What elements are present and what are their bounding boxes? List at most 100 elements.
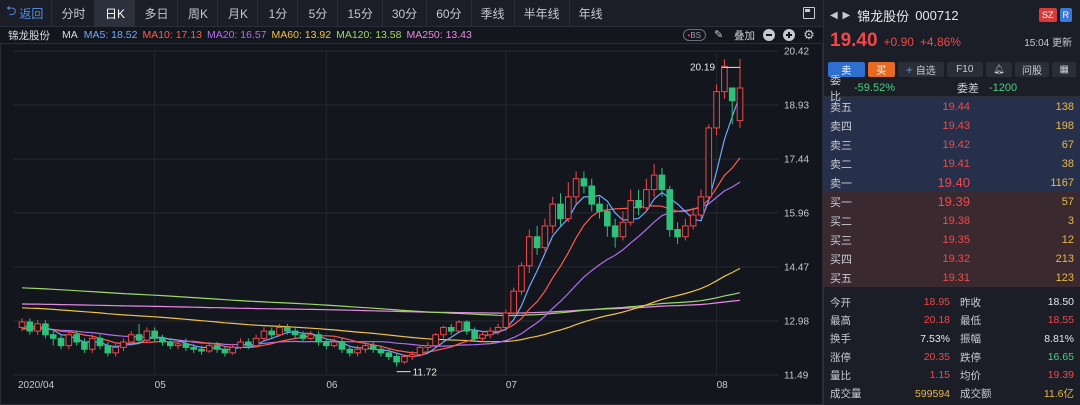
stat-value: 18.55 xyxy=(1047,314,1074,327)
window-toggle-icon[interactable] xyxy=(803,7,815,19)
candle xyxy=(471,327,478,342)
candle xyxy=(221,345,229,357)
stat-value: 8.81% xyxy=(1044,332,1074,345)
y-tick-label: 14.47 xyxy=(784,262,809,273)
ma-label: MA xyxy=(62,29,78,41)
candle xyxy=(338,338,346,353)
ask-row[interactable]: 卖四 19.43 198 xyxy=(824,116,1080,135)
bid-row[interactable]: 买五 19.31 123 xyxy=(824,268,1080,287)
kline-chart[interactable]: 20.42 18.93 17.44 15.96 14.47 12.98 11.49 2020/… xyxy=(0,43,823,405)
price-change: +0.90 xyxy=(883,35,914,49)
panel-stock-code: 000712 xyxy=(915,7,959,23)
candle xyxy=(416,345,424,357)
level-price: 19.44 xyxy=(942,100,970,113)
prev-next-stock-icon[interactable]: ◀ ▶ xyxy=(830,9,852,21)
ma-value: MA120: 13.58 xyxy=(336,29,402,41)
candle xyxy=(299,331,307,342)
candle xyxy=(518,262,525,295)
bid-row[interactable]: 买四 19.32 213 xyxy=(824,249,1080,268)
level-volume: 12 xyxy=(1061,233,1074,246)
ma-value: MA20: 16.57 xyxy=(207,29,267,41)
bell-icon[interactable]: 🔔︎ xyxy=(986,62,1012,77)
tab-period[interactable]: 日K xyxy=(94,0,135,27)
candle xyxy=(572,171,580,205)
tab-period[interactable]: 分时 xyxy=(51,0,94,27)
stat-label: 换手 xyxy=(830,333,851,346)
stats-row: 涨停 20.35 跌停 16.65 xyxy=(824,348,1080,366)
ask-row[interactable]: 卖二 19.41 38 xyxy=(824,154,1080,173)
period-tabs: 分时 日K 多日 周K 月K 1分 5分 15分 30分 60分 季线 半年线 年线 xyxy=(51,0,611,27)
tab-period[interactable]: 月K xyxy=(217,0,257,27)
ask-row[interactable]: 卖一 19.40 1167 xyxy=(824,173,1080,192)
zoom-in-icon[interactable] xyxy=(783,29,795,41)
sell-button[interactable]: 卖 xyxy=(828,62,865,77)
stats-row: 换手 7.53% 振幅 8.81% xyxy=(824,330,1080,348)
ma250-line xyxy=(21,299,741,314)
candle xyxy=(385,349,393,361)
back-button[interactable]: ⮌ 返回 xyxy=(0,0,51,27)
level-label: 卖四 xyxy=(830,120,852,133)
tab-period[interactable]: 季线 xyxy=(470,0,514,27)
candle xyxy=(455,320,463,333)
quote-panel: ◀ ▶ 锦龙股份 000712 SZ R 19.40 +0.90 +4.86% … xyxy=(823,0,1080,405)
stat-value: 20.35 xyxy=(923,351,950,364)
stat-label: 最低 xyxy=(960,314,981,327)
ma-legend-bar: 锦龙股份 MA MA5: 18.52 MA10: 17.13 MA20: 16.57… xyxy=(0,27,823,43)
more-icon[interactable]: ▦ xyxy=(1052,62,1077,77)
tab-period[interactable]: 多日 xyxy=(134,0,177,27)
candle xyxy=(237,338,244,350)
tab-period[interactable]: 年线 xyxy=(568,0,612,27)
stat-value: 599594 xyxy=(914,387,950,400)
candle xyxy=(557,193,564,226)
candle xyxy=(705,124,713,201)
overlay-button[interactable]: 叠加 xyxy=(734,29,755,42)
f10-button[interactable]: F10 xyxy=(946,62,984,77)
level-volume: 57 xyxy=(1061,195,1074,208)
ma10-line xyxy=(21,157,741,354)
y-tick-label: 11.49 xyxy=(784,371,809,382)
x-tick-label: 07 xyxy=(506,380,518,391)
buy-button[interactable]: 买 xyxy=(867,62,895,77)
add-favorite-button[interactable]: + 自选 xyxy=(897,62,944,77)
draw-pen-icon[interactable]: ✎ xyxy=(714,29,724,41)
stat-label: 成交量 xyxy=(830,388,862,401)
candle xyxy=(596,196,603,219)
bs-toggle[interactable]: •BS xyxy=(682,29,706,41)
tab-period[interactable]: 60分 xyxy=(426,0,470,27)
candle xyxy=(127,331,135,346)
y-tick-label: 12.98 xyxy=(784,316,809,327)
tab-period[interactable]: 1分 xyxy=(257,0,297,27)
tab-period[interactable]: 周K xyxy=(177,0,217,27)
level-label: 卖三 xyxy=(830,139,852,152)
level-label: 买三 xyxy=(830,234,852,247)
y-tick-label: 18.93 xyxy=(784,101,809,112)
ask-button[interactable]: 问股 xyxy=(1014,62,1050,77)
candle xyxy=(151,327,158,342)
bid-row[interactable]: 买三 19.35 12 xyxy=(824,230,1080,249)
candle xyxy=(494,323,502,335)
candle xyxy=(377,345,385,357)
price-change-pct: +4.86% xyxy=(919,35,961,49)
ma5-line xyxy=(21,94,741,358)
candle xyxy=(49,331,57,346)
candle xyxy=(182,338,190,352)
gear-icon[interactable]: ⚙ xyxy=(803,27,815,42)
candle xyxy=(252,334,260,348)
ask-row[interactable]: 卖三 19.42 67 xyxy=(824,135,1080,154)
candle xyxy=(689,207,697,230)
tab-period[interactable]: 5分 xyxy=(297,0,337,27)
tab-period[interactable]: 半年线 xyxy=(513,0,569,27)
ma120-line xyxy=(21,287,741,317)
level-price: 19.35 xyxy=(942,233,970,246)
zoom-out-icon[interactable] xyxy=(763,29,775,41)
candle xyxy=(650,164,658,197)
candle xyxy=(245,338,252,350)
bid-row[interactable]: 买二 19.38 3 xyxy=(824,211,1080,230)
ask-row[interactable]: 卖五 19.44 138 xyxy=(824,97,1080,116)
bid-row[interactable]: 买一 19.39 57 xyxy=(824,192,1080,211)
ma-value: MA250: 13.43 xyxy=(406,29,472,41)
tab-period[interactable]: 30分 xyxy=(381,0,426,27)
tab-period[interactable]: 15分 xyxy=(337,0,381,27)
candle xyxy=(330,338,338,348)
weibi-label: 委比 xyxy=(830,74,841,103)
